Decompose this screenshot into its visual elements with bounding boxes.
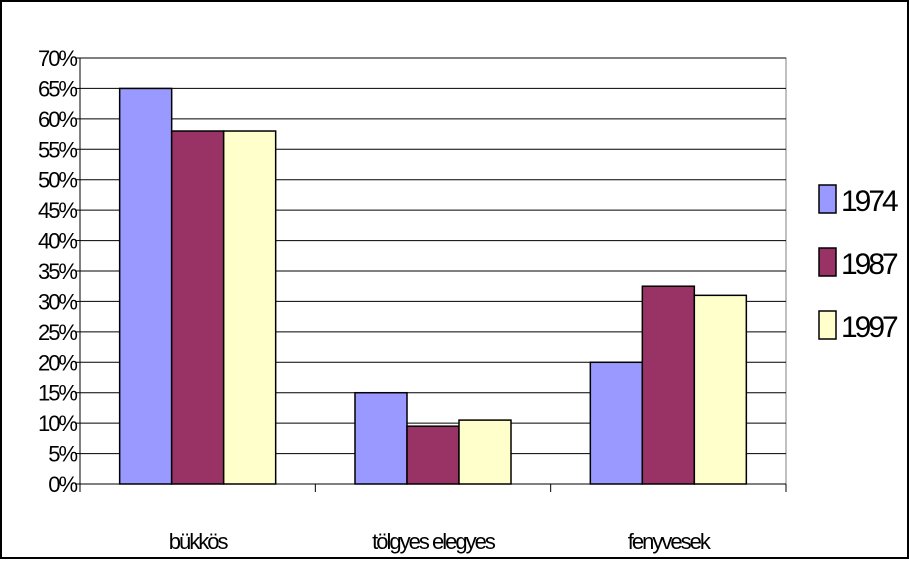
bar-1997-0 xyxy=(222,130,277,485)
y-tick-label: 10% xyxy=(38,411,77,436)
y-tick-label: 35% xyxy=(38,259,77,284)
bar-1974-2 xyxy=(589,361,644,485)
bar-1997-1 xyxy=(458,419,512,485)
bar-1974-0 xyxy=(118,87,173,485)
y-tick-label: 50% xyxy=(38,168,77,193)
bar-1997-2 xyxy=(693,294,748,485)
bar-1987-0 xyxy=(170,130,225,485)
y-tick-label: 20% xyxy=(38,350,77,375)
bar-1987-1 xyxy=(406,425,460,485)
y-tick-label: 60% xyxy=(38,107,77,132)
x-category-label: tölgyes elegyes xyxy=(372,529,496,554)
bar-1974-1 xyxy=(354,391,408,485)
y-tick-label: 0% xyxy=(48,472,77,497)
x-category-label: bükkös xyxy=(169,529,229,554)
y-tick-label: 65% xyxy=(38,76,77,101)
legend-swatch-1997 xyxy=(818,310,837,340)
legend-label-1974: 1974 xyxy=(841,185,898,218)
y-tick-label: 25% xyxy=(38,320,77,345)
y-tick-label: 30% xyxy=(38,289,77,314)
y-tick-label: 45% xyxy=(38,198,77,223)
y-tick-label: 70% xyxy=(38,46,77,71)
legend-label-1997: 1997 xyxy=(841,311,898,344)
legend-label-1987: 1987 xyxy=(841,248,898,281)
legend-swatch-1974 xyxy=(818,184,837,214)
y-tick-label: 15% xyxy=(38,381,77,406)
y-tick-label: 5% xyxy=(48,442,77,467)
y-tick-label: 55% xyxy=(38,137,77,162)
bar-1987-2 xyxy=(641,285,696,485)
legend-swatch-1987 xyxy=(818,247,837,277)
x-category-label: fenyvesek xyxy=(628,529,712,554)
y-tick-label: 40% xyxy=(38,229,77,254)
